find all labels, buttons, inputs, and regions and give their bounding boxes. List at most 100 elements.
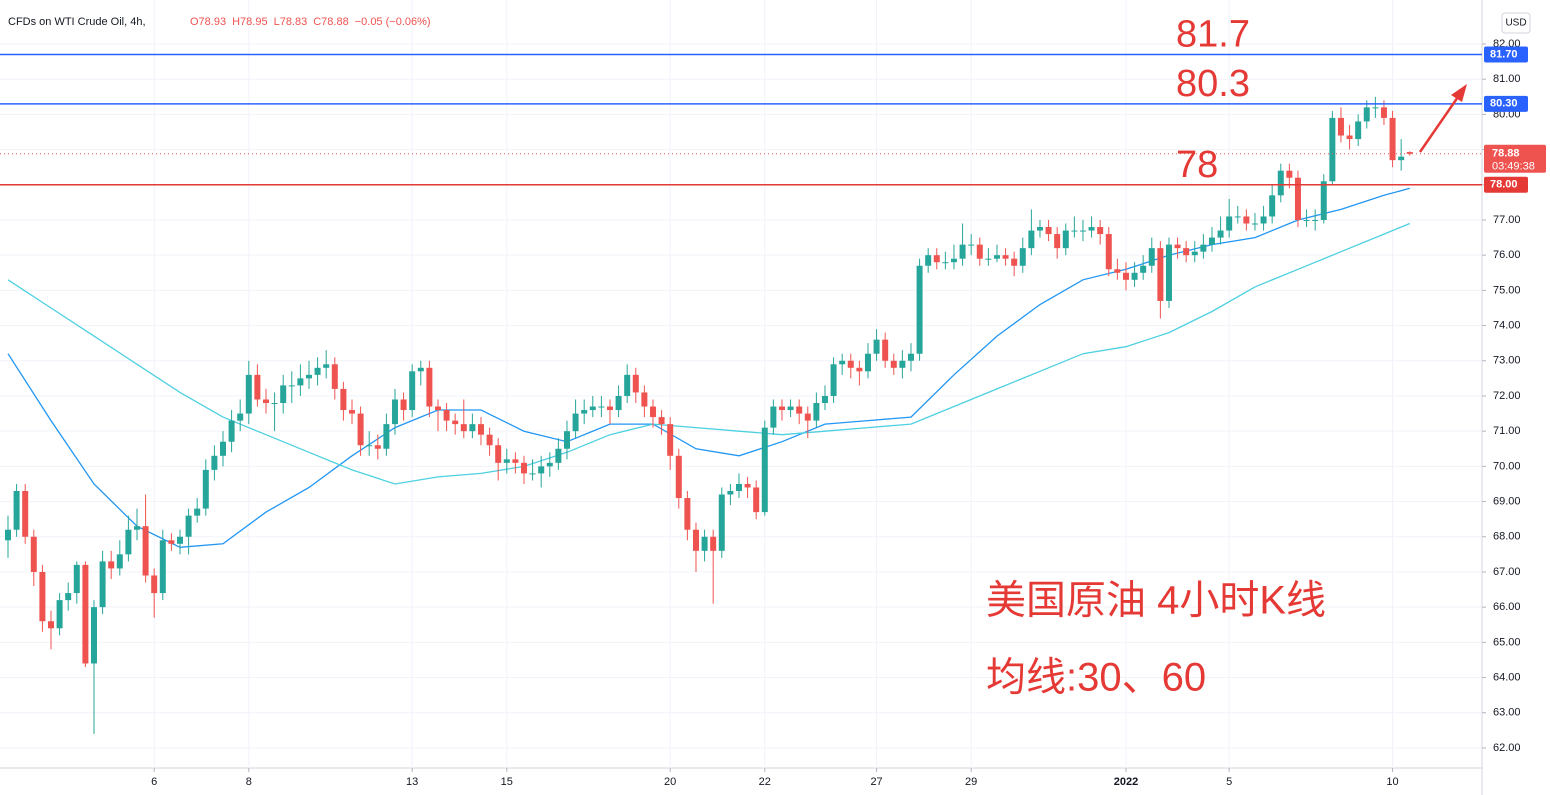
candle-body <box>942 262 949 264</box>
candle-body <box>374 445 381 449</box>
candle-body <box>194 508 201 516</box>
candle-body <box>882 339 889 361</box>
candle-body <box>1019 248 1026 266</box>
price-tag <box>1484 95 1528 112</box>
candle-body <box>245 374 252 414</box>
candle-body <box>82 564 89 664</box>
candle-body <box>262 399 269 404</box>
candle-body <box>116 554 123 569</box>
candle-body <box>658 417 665 425</box>
candle-body <box>486 434 493 446</box>
plot <box>4 96 1413 734</box>
candle-body <box>1217 230 1224 238</box>
candle-body <box>383 424 390 449</box>
currency[interactable]: USD <box>1505 18 1526 29</box>
ohlc-value: O78.93 <box>190 16 226 28</box>
candle-body <box>1337 117 1344 136</box>
x-tick-label: 29 <box>965 776 977 788</box>
candle-body <box>1105 234 1112 270</box>
candle-body <box>366 445 373 447</box>
candle-body <box>305 374 312 379</box>
candle-body <box>761 427 768 513</box>
candle-body <box>520 462 527 474</box>
candle-body <box>959 244 966 259</box>
x-tick-label: 13 <box>406 776 418 788</box>
candle-body <box>90 607 97 664</box>
candle-body <box>1372 107 1379 109</box>
candle-body <box>503 459 510 463</box>
candle-body <box>744 483 751 488</box>
candle-body <box>73 564 80 594</box>
note: 美国原油 4小时K线 <box>986 579 1326 623</box>
candle-body <box>219 441 226 456</box>
price-tag-label: 80.30 <box>1490 98 1518 110</box>
x-tick-label: 27 <box>870 776 882 788</box>
candle-body <box>176 536 183 544</box>
candle-body <box>606 406 613 411</box>
candle-body <box>125 529 132 555</box>
candle-body <box>589 406 596 411</box>
candle-body <box>830 364 837 396</box>
candle-body <box>1028 230 1035 249</box>
candle-body <box>804 413 811 421</box>
candle-body <box>1054 234 1061 249</box>
candle-body <box>753 487 760 513</box>
annotation: 78 <box>1176 144 1218 186</box>
y-tick-label: 74.00 <box>1493 319 1521 331</box>
candle-body <box>443 410 450 421</box>
currency-box[interactable] <box>1501 12 1531 34</box>
candle-body <box>1277 170 1284 196</box>
last-price-label: 78.88 <box>1492 148 1520 160</box>
y-tick-label: 71.00 <box>1493 425 1521 437</box>
candle-body <box>434 406 441 411</box>
y-tick-label: 70.00 <box>1493 460 1521 472</box>
candle-body <box>692 529 699 551</box>
candle-body <box>331 364 338 389</box>
candle-body <box>839 360 846 365</box>
candle-body <box>469 424 476 432</box>
countdown: 03:49:38 <box>1492 161 1535 173</box>
candle-body <box>1131 272 1138 280</box>
candle-body <box>280 385 287 404</box>
candle-body <box>968 244 975 246</box>
candle-body <box>1226 216 1233 231</box>
candle-body <box>976 244 983 259</box>
candle-body <box>632 374 639 393</box>
price-tag-label: 81.70 <box>1490 48 1518 60</box>
candle-body <box>288 385 295 387</box>
candle-body <box>4 529 11 541</box>
x-tick-label: 20 <box>664 776 676 788</box>
candle-body <box>985 258 992 260</box>
candle-body <box>1208 237 1215 245</box>
x-tick-label: 15 <box>501 776 513 788</box>
candle-body <box>348 410 355 414</box>
candle-body <box>1183 248 1190 256</box>
candle-body <box>890 360 897 368</box>
candle-body <box>452 420 459 425</box>
x-tick-label: 5 <box>1226 776 1232 788</box>
candle-body <box>899 360 906 368</box>
ohlc-value: H78.95 <box>232 16 267 28</box>
y-tick-label: 73.00 <box>1493 355 1521 367</box>
candle-body <box>1294 177 1301 220</box>
candle-body <box>624 374 631 396</box>
candle-body <box>512 459 519 463</box>
candle-body <box>56 600 63 629</box>
candle-body <box>641 392 648 407</box>
candle-body <box>1320 181 1327 220</box>
candle-body <box>30 536 37 572</box>
candle-body <box>563 431 570 449</box>
x-tick-label: 10 <box>1386 776 1398 788</box>
candle-body <box>1079 230 1086 232</box>
candle-body <box>47 621 54 629</box>
candle-body <box>39 571 46 622</box>
y-tick-label: 69.00 <box>1493 495 1521 507</box>
candle-body <box>933 255 940 263</box>
candle-body <box>133 526 140 530</box>
x-tick-label: 6 <box>151 776 157 788</box>
candle-body <box>400 399 407 411</box>
candle-body <box>168 540 175 544</box>
candle-body <box>1234 216 1241 218</box>
